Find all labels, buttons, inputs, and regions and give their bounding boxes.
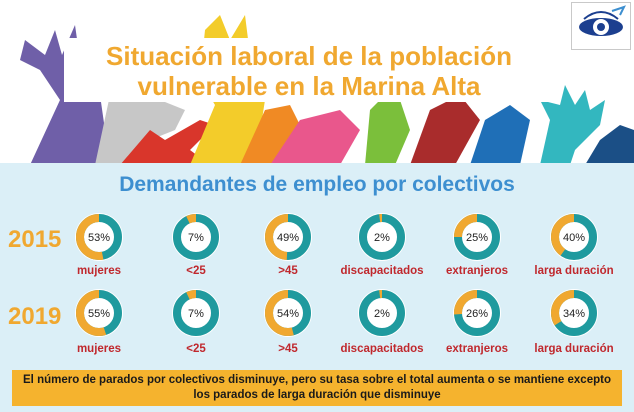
category-label: larga duración: [534, 265, 613, 277]
page-title-line1: Situación laboral de la población: [106, 41, 512, 71]
category-label: mujeres: [77, 343, 121, 355]
donut-value-label: 25%: [466, 232, 488, 244]
donut-value-label: 40%: [563, 232, 585, 244]
donut-share-2019-5: [551, 290, 597, 336]
chart-title: Demandantes de empleo por colectivos: [119, 173, 515, 196]
donut-value-label: 26%: [466, 308, 488, 320]
year-label-2015: 2015: [8, 226, 62, 253]
category-label: larga duración: [534, 343, 613, 355]
red-hand: [120, 120, 215, 165]
donut-share-2015-4: [454, 214, 500, 260]
donut-share-2015-0: [76, 214, 122, 260]
donut-share-2019-1: [173, 290, 219, 336]
category-label: >45: [278, 343, 298, 355]
category-label: discapacitados: [340, 265, 423, 277]
donut-share-2019-0: [76, 290, 122, 336]
donut-share-2019-4: [454, 290, 500, 336]
donut-share-2015-5: [551, 214, 597, 260]
darkblue-hand: [585, 125, 634, 165]
donut-value-label: 55%: [88, 308, 110, 320]
category-label: extranjeros: [446, 343, 508, 355]
blue-hand: [470, 105, 530, 165]
year-label-2019: 2019: [8, 303, 62, 330]
category-label: discapacitados: [340, 343, 423, 355]
category-label: extranjeros: [446, 265, 508, 277]
donut-share-2015-2: [265, 214, 311, 260]
donut-share-2019-3: [359, 290, 405, 336]
donut-share-2015-3: [359, 214, 405, 260]
footnote: El número de parados por colectivos dism…: [12, 370, 622, 406]
category-label: >45: [278, 265, 298, 277]
donut-share-2015-1: [173, 214, 219, 260]
donut-share-2019-2: [265, 290, 311, 336]
donut-value-label: 34%: [563, 308, 585, 320]
darkred-hand: [410, 95, 480, 165]
page-title-line2: vulnerable en la Marina Alta: [137, 71, 481, 101]
donut-value-label: 54%: [277, 308, 299, 320]
footnote-line2: los parados de larga duración que dismin…: [193, 389, 441, 401]
donut-value-label: 7%: [188, 308, 204, 320]
green-hand: [365, 95, 410, 165]
title-box: Situación laboral de la población vulner…: [64, 38, 554, 102]
logo: [571, 2, 631, 50]
donut-value-label: 2%: [374, 308, 390, 320]
donut-value-label: 2%: [374, 232, 390, 244]
category-label: <25: [186, 343, 206, 355]
category-label: mujeres: [77, 265, 121, 277]
teal-hand: [540, 85, 605, 165]
eye-icon: [579, 5, 626, 36]
donut-value-label: 7%: [188, 232, 204, 244]
pink-hand: [270, 110, 360, 165]
donut-value-label: 53%: [88, 232, 110, 244]
donut-value-label: 49%: [277, 232, 299, 244]
footnote-line1: El número de parados por colectivos dism…: [23, 374, 611, 386]
category-label: <25: [186, 265, 206, 277]
